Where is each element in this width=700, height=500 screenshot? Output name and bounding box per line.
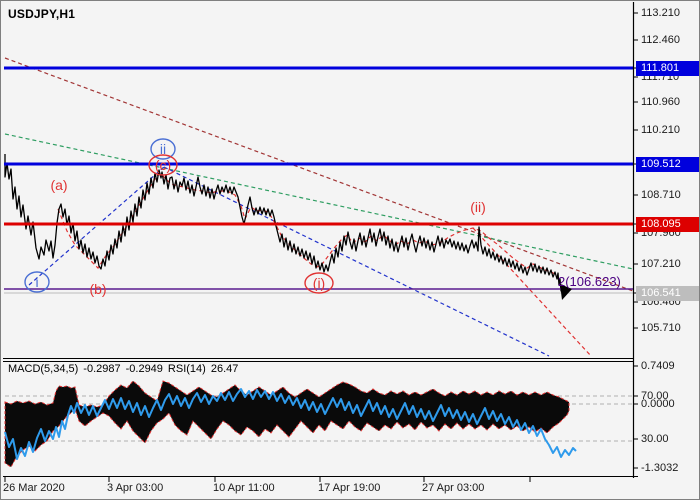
wave-label-(b): (b) (89, 281, 106, 297)
wave-label-circle-(c) (148, 154, 178, 176)
indicator-header: MACD(5,34,5) -0.2987 -0.2949 RSI(14) 26.47 (8, 363, 243, 375)
wave-label-circle-ii (150, 138, 176, 160)
wave-label-(c): (c) (155, 157, 171, 173)
rsi-name: RSI(14) (167, 363, 206, 375)
wave-label-circle-i (24, 271, 50, 293)
wave-projection-line (472, 227, 592, 357)
macd-histogram-area (4, 380, 570, 468)
trendline-brown-descending (4, 57, 634, 292)
symbol-timeframe-label: USDJPY,H1 (8, 7, 76, 21)
wave-label-(i): (i) (313, 275, 325, 291)
price-direction-arrow-icon (560, 284, 572, 300)
trendline-blue-wave-up (28, 166, 165, 286)
wave-label-circle-(i) (304, 272, 334, 294)
macd-signal-value: -0.2949 (125, 363, 163, 375)
wave-path-line (57, 172, 556, 275)
wave-label-(ii): (ii) (470, 199, 486, 215)
macd-name: MACD(5,34,5) (8, 363, 79, 375)
wave-label-(a): (a) (50, 177, 67, 193)
target-annotation: 2(106.623) (558, 274, 621, 289)
macd-value: -0.2987 (83, 363, 121, 375)
price-line (4, 154, 566, 297)
trendline-green-descending (4, 133, 634, 270)
rsi-value: 26.47 (210, 363, 239, 375)
wave-label-ii: ii (160, 141, 166, 157)
wave-label-i: i (35, 274, 38, 290)
rsi-line (4, 388, 577, 460)
trendline-blue-wave-down (163, 166, 550, 357)
